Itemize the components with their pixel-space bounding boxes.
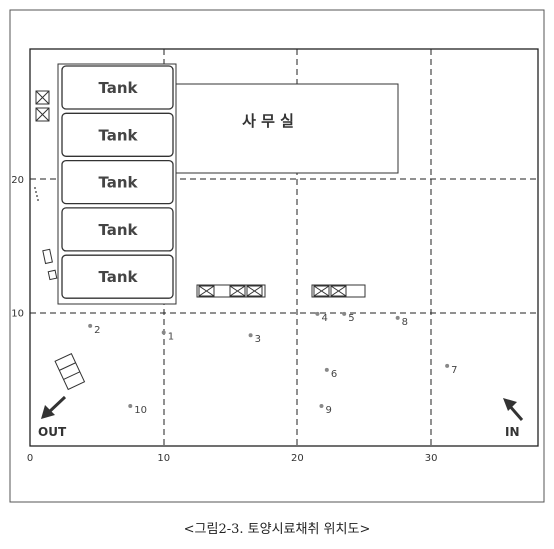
sample-point-label: 7 xyxy=(451,365,457,376)
sample-point-marker xyxy=(319,403,324,408)
sample-point-marker xyxy=(395,315,400,320)
small-device xyxy=(42,248,53,265)
x-tick-label: 0 xyxy=(27,453,33,464)
y-tick-label: 10 xyxy=(11,309,24,320)
sample-point-marker xyxy=(248,333,253,338)
x-tick-label: 30 xyxy=(425,453,438,464)
tank-label: Tank xyxy=(98,221,138,239)
small-device xyxy=(47,269,58,281)
tank-1 xyxy=(61,65,174,110)
sample-point-label: 10 xyxy=(134,405,147,416)
sample-point-label: 1 xyxy=(168,332,174,343)
sample-point-label: 4 xyxy=(321,313,327,324)
sample-point-marker xyxy=(342,311,347,316)
sample-point-label: 6 xyxy=(331,369,337,380)
tank-5 xyxy=(61,254,174,299)
outer-frame xyxy=(9,9,545,503)
sample-points: 1 2 3 4 5 6 7 8 9 10 xyxy=(88,311,458,416)
office-building xyxy=(175,83,399,174)
left-cabinets xyxy=(35,90,50,122)
left-dots xyxy=(34,187,39,201)
y-axis-ticks: 10 20 xyxy=(11,175,24,320)
sample-point-label: 9 xyxy=(325,405,331,416)
y-tick-label: 20 xyxy=(11,175,24,186)
in-arrow-icon xyxy=(503,398,524,421)
sample-point-label: 8 xyxy=(402,317,408,328)
sample-point-label: 3 xyxy=(255,334,261,345)
x-tick-label: 10 xyxy=(157,453,170,464)
x-axis-ticks: 0 10 20 30 xyxy=(27,453,438,464)
storage-boxes xyxy=(196,284,366,298)
tank-label: Tank xyxy=(98,126,138,144)
tank-group: Tank Tank Tank Tank Tank xyxy=(61,65,174,299)
figure-caption: <그림2-3. 토양시료채취 위치도> xyxy=(183,522,371,537)
office-label: 사 무 실 xyxy=(242,112,294,130)
tank-label: Tank xyxy=(98,268,138,286)
tilted-rack xyxy=(54,353,86,391)
in-label: IN xyxy=(505,425,520,439)
tank-2 xyxy=(61,112,174,157)
out-label: OUT xyxy=(38,425,67,439)
sample-point-marker xyxy=(324,367,329,372)
tank-3 xyxy=(61,159,174,205)
tank-label: Tank xyxy=(98,79,138,97)
tank-label: Tank xyxy=(98,174,138,192)
sample-point-marker xyxy=(88,323,93,328)
sample-point-marker xyxy=(315,311,320,316)
site-boundary xyxy=(29,48,539,447)
sample-point-marker xyxy=(128,403,133,408)
sample-point-marker xyxy=(445,363,450,368)
sample-point-label: 5 xyxy=(348,313,354,324)
sample-point-label: 2 xyxy=(94,325,100,336)
x-tick-label: 20 xyxy=(291,453,304,464)
sample-point-marker xyxy=(161,330,166,335)
tank-4 xyxy=(61,207,174,252)
out-arrow-icon xyxy=(41,395,67,419)
